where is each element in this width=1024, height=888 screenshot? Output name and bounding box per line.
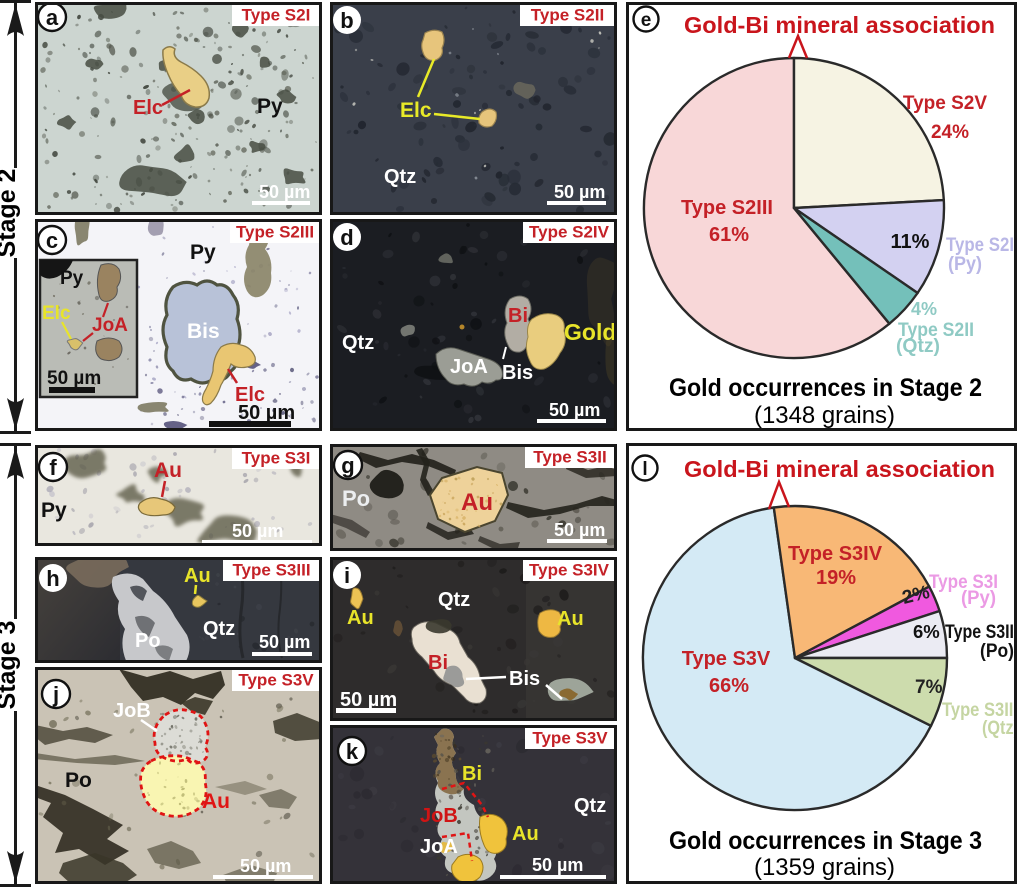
svg-text:61%: 61% (709, 224, 749, 246)
svg-text:Au: Au (184, 565, 211, 587)
svg-text:Type S3I: Type S3I (242, 449, 311, 468)
svg-text:(Qtz): (Qtz) (982, 718, 1017, 739)
svg-text:Type S3V: Type S3V (682, 648, 771, 670)
svg-text:Qtz: Qtz (384, 166, 416, 188)
svg-text:Bis: Bis (187, 320, 220, 343)
svg-text:(1359 grains): (1359 grains) (754, 854, 895, 881)
svg-text:JoA: JoA (92, 315, 128, 336)
svg-text:Bis: Bis (502, 362, 533, 384)
svg-text:Type S2III: Type S2III (681, 197, 773, 219)
svg-text:d: d (340, 225, 353, 250)
svg-text:50 µm: 50 µm (549, 400, 600, 420)
svg-text:Elc: Elc (400, 99, 432, 122)
svg-text:Po: Po (135, 630, 161, 652)
svg-text:Au: Au (154, 459, 182, 482)
svg-text:b: b (340, 8, 353, 33)
svg-text:Type S2II: Type S2II (898, 320, 974, 341)
svg-text:50 µm: 50 µm (554, 520, 605, 540)
svg-text:Gold occurrences in Stage 3: Gold occurrences in Stage 3 (669, 827, 982, 855)
svg-text:Gold-Bi mineral association: Gold-Bi mineral association (684, 12, 995, 38)
svg-text:Type S2I: Type S2I (242, 6, 311, 25)
svg-text:Type S2II: Type S2II (531, 6, 604, 25)
svg-text:Au: Au (347, 607, 374, 629)
svg-text:(1348 grains): (1348 grains) (754, 402, 895, 429)
svg-text:Type S2III: Type S2III (236, 223, 314, 242)
svg-text:50 µm: 50 µm (259, 182, 310, 202)
svg-text:Qtz: Qtz (203, 618, 235, 640)
svg-text:11%: 11% (891, 231, 930, 253)
svg-text:Qtz: Qtz (438, 589, 470, 611)
svg-text:Bis: Bis (509, 668, 540, 690)
svg-text:(Py): (Py) (948, 254, 982, 275)
svg-text:g: g (341, 453, 354, 478)
svg-text:Bi: Bi (508, 305, 528, 327)
svg-text:Py: Py (257, 95, 283, 118)
svg-text:e: e (641, 10, 652, 31)
svg-text:Gold: Gold (564, 319, 616, 345)
svg-text:50 µm: 50 µm (232, 521, 283, 541)
svg-text:a: a (46, 5, 59, 30)
svg-text:50 µm: 50 µm (259, 632, 310, 652)
svg-text:Type S2IV: Type S2IV (529, 223, 610, 242)
svg-text:Au: Au (512, 823, 539, 845)
svg-text:Type S3V: Type S3V (238, 671, 314, 690)
svg-text:Type S2V: Type S2V (903, 93, 987, 114)
svg-text:Elc: Elc (235, 384, 265, 406)
svg-text:Type S3IV: Type S3IV (529, 561, 610, 580)
svg-text:50 µm: 50 µm (554, 182, 605, 202)
svg-text:Type S3IV: Type S3IV (788, 543, 883, 565)
svg-text:Au: Au (202, 790, 230, 813)
svg-text:7%: 7% (915, 677, 943, 698)
svg-text:50 µm: 50 µm (240, 856, 291, 876)
svg-text:Type S3V: Type S3V (532, 729, 608, 748)
svg-text:i: i (344, 563, 350, 588)
svg-text:50 µm: 50 µm (340, 689, 397, 711)
svg-text:Po: Po (65, 769, 92, 792)
svg-text:Gold occurrences in Stage 2: Gold occurrences in Stage 2 (669, 374, 982, 402)
svg-text:50 µm: 50 µm (47, 368, 101, 389)
svg-text:Elc: Elc (42, 303, 71, 324)
svg-text:Stage 3: Stage 3 (0, 621, 21, 710)
svg-text:Type S2I: Type S2I (946, 235, 1014, 256)
svg-text:f: f (49, 455, 57, 480)
svg-text:66%: 66% (709, 675, 749, 697)
svg-text:Au: Au (461, 489, 493, 516)
svg-text:JoA: JoA (420, 836, 458, 858)
svg-text:Qtz: Qtz (574, 795, 606, 817)
svg-text:JoA: JoA (450, 356, 488, 378)
svg-text:50 µm: 50 µm (238, 402, 295, 424)
svg-text:Gold-Bi mineral association: Gold-Bi mineral association (684, 456, 995, 482)
svg-text:Bi: Bi (462, 763, 482, 785)
svg-text:(Qtz): (Qtz) (896, 336, 940, 357)
svg-text:6%: 6% (913, 621, 940, 642)
svg-text:(Po): (Po) (980, 641, 1014, 662)
svg-text:24%: 24% (931, 122, 969, 143)
svg-text:Stage 2: Stage 2 (0, 169, 21, 258)
svg-text:4%: 4% (911, 299, 937, 319)
svg-text:Po: Po (342, 486, 370, 511)
svg-text:Type S3II: Type S3II (945, 622, 1014, 643)
svg-text:k: k (346, 739, 359, 764)
svg-text:Type S3III: Type S3III (232, 561, 310, 580)
svg-text:j: j (52, 682, 59, 707)
svg-text:Py: Py (41, 499, 67, 522)
svg-text:Type S3III: Type S3III (942, 700, 1017, 721)
svg-text:Bi: Bi (428, 652, 448, 674)
svg-text:Au: Au (557, 608, 584, 630)
svg-text:(Py): (Py) (961, 588, 996, 609)
svg-text:JoB: JoB (420, 805, 458, 827)
svg-text:50 µm: 50 µm (532, 855, 583, 875)
svg-text:JoB: JoB (113, 700, 151, 722)
svg-text:Type S3I: Type S3I (929, 572, 998, 593)
svg-text:c: c (46, 228, 58, 253)
svg-text:Elc: Elc (133, 97, 163, 119)
svg-text:Py: Py (60, 268, 84, 289)
svg-text:Qtz: Qtz (342, 332, 374, 354)
svg-text:Type S3II: Type S3II (533, 448, 606, 467)
svg-text:l: l (642, 459, 647, 480)
svg-text:19%: 19% (816, 567, 856, 589)
svg-text:Py: Py (190, 241, 216, 264)
svg-text:h: h (46, 566, 59, 591)
